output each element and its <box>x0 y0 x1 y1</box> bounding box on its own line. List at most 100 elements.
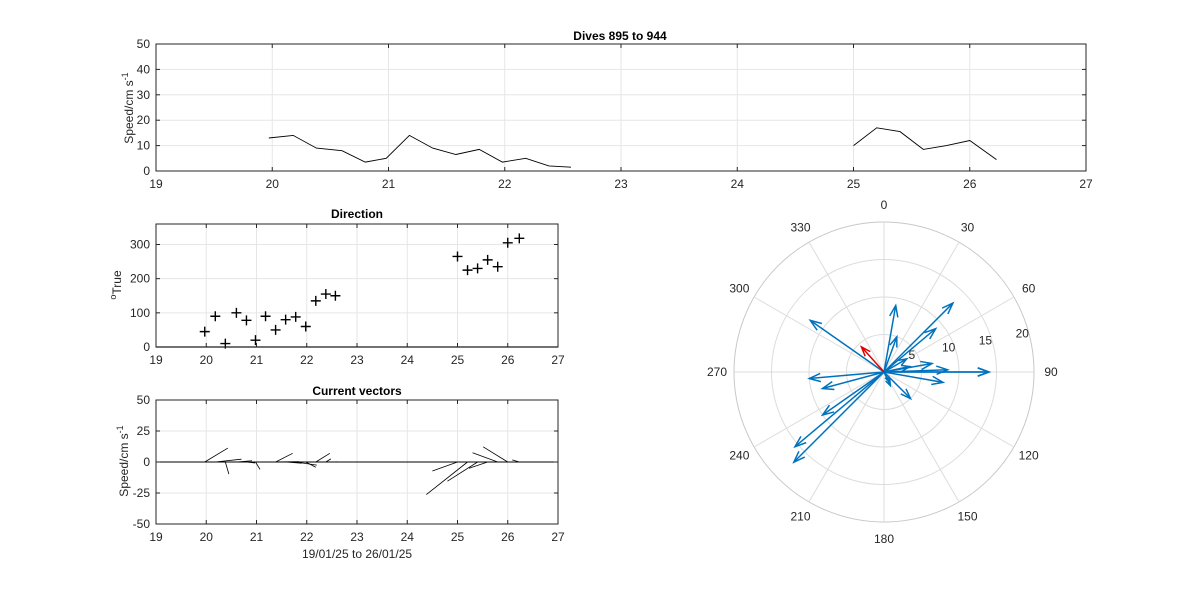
y-tick-label: 20 <box>137 113 151 127</box>
polar-angle-label: 150 <box>957 510 977 524</box>
polar-angle-label: 330 <box>790 220 810 234</box>
x-tick-label: 24 <box>731 177 745 191</box>
compass-panel: 0 30 60 90 120 150 180 210 240 270 300 330 5 10 15 20 <box>707 198 1058 546</box>
x-tick-label: 19 <box>149 530 163 544</box>
direction-point <box>330 290 341 301</box>
polar-radius-label: 15 <box>979 334 993 348</box>
x-tick-label: 26 <box>501 530 515 544</box>
current-vector <box>472 452 498 463</box>
direction-panel-grid <box>155 224 559 348</box>
compass-arrow <box>883 358 908 373</box>
x-tick-label: 19 <box>149 177 163 191</box>
compass-arrow <box>860 346 885 373</box>
x-tick-label: 20 <box>266 177 280 191</box>
compass-arrow-head <box>859 345 871 357</box>
direction-point <box>290 311 301 322</box>
y-tick-label: -25 <box>133 486 151 500</box>
compass-arrow-head <box>884 375 891 384</box>
compass-arrow <box>883 302 954 373</box>
y-tick-label: 40 <box>137 62 151 76</box>
x-tick-label: 23 <box>350 353 364 367</box>
direction-point <box>250 335 261 346</box>
compass-arrow <box>809 371 885 380</box>
compass-arrow <box>822 371 885 416</box>
compass-arrow <box>883 362 933 373</box>
x-tick-label: 24 <box>401 530 415 544</box>
x-tick-label: 24 <box>401 353 415 367</box>
y-tick-label: 0 <box>143 340 150 354</box>
polar-angle-label: 90 <box>1044 365 1058 379</box>
polar-angle-label: 240 <box>729 449 749 463</box>
compass-arrow-head <box>898 357 909 367</box>
current-vector <box>295 461 317 466</box>
compass-arrow-head <box>941 301 955 315</box>
compass-arrow-head <box>977 367 992 377</box>
compass-arrow <box>883 369 948 373</box>
current-vector <box>325 458 332 463</box>
speed-series-line <box>268 134 572 168</box>
speed-series-line <box>853 127 997 160</box>
direction-panel-ticks: 19 20 21 22 23 24 25 26 27 0 100 200 300 <box>130 224 565 367</box>
compass-panel-arrows <box>792 301 992 464</box>
direction-point <box>502 237 513 248</box>
x-tick-label: 27 <box>551 353 565 367</box>
polar-spoke <box>753 296 885 373</box>
direction-point <box>260 311 271 322</box>
y-tick-label: 50 <box>137 393 151 407</box>
x-tick-label: 25 <box>451 530 465 544</box>
polar-spoke <box>753 371 885 448</box>
compass-arrow <box>809 319 885 373</box>
x-tick-label: 21 <box>250 353 264 367</box>
polar-spoke <box>808 371 885 503</box>
current-vector <box>426 461 468 495</box>
current-vector <box>204 447 229 463</box>
direction-point <box>270 324 281 335</box>
y-tick-label: 200 <box>130 272 150 286</box>
compass-arrow-head <box>900 388 913 401</box>
direction-panel-title: Direction <box>331 207 383 221</box>
vectors-panel: 19 20 21 22 23 24 25 26 27 -50 -25 0 25 50 Current ve… <box>115 384 565 561</box>
vectors-panel-ticks: 19 20 21 22 23 24 25 26 27 -50 -25 0 25 50 <box>133 393 565 544</box>
current-vector <box>255 461 261 470</box>
compass-arrow-head <box>889 334 898 348</box>
current-vector <box>236 460 253 463</box>
speed-panel-ticks: 19 20 21 22 23 24 25 26 27 0 10 20 30 40 50 <box>137 37 1093 191</box>
direction-point <box>300 321 311 332</box>
current-vector <box>305 461 316 468</box>
polar-radius-label: 10 <box>942 341 956 355</box>
polar-angle-label: 60 <box>1022 282 1036 296</box>
speed-panel: 19 20 21 22 23 24 25 26 27 0 10 20 30 40 50 Dives 895 … <box>120 29 1093 191</box>
polar-spoke <box>808 241 885 373</box>
vectors-panel-title: Current vectors <box>312 384 402 398</box>
compass-arrow <box>794 371 885 448</box>
current-vector <box>512 459 520 463</box>
direction-point <box>280 314 291 325</box>
compass-arrow-head <box>924 327 938 340</box>
x-tick-label: 21 <box>382 177 396 191</box>
vectors-panel-xlabel: 19/01/25 to 26/01/25 <box>302 547 412 561</box>
y-tick-label: 25 <box>137 424 151 438</box>
x-tick-label: 27 <box>551 530 565 544</box>
speed-panel-series <box>268 127 997 168</box>
polar-radius-label: 5 <box>908 348 915 362</box>
current-vector <box>482 446 508 463</box>
direction-panel-ylabel: oTrue <box>108 270 124 300</box>
polar-spoke <box>883 371 960 503</box>
x-tick-label: 21 <box>250 530 264 544</box>
x-tick-label: 22 <box>300 530 314 544</box>
x-tick-label: 23 <box>614 177 628 191</box>
polar-spoke <box>883 371 1015 448</box>
speed-panel-grid <box>155 43 1087 172</box>
x-tick-label: 22 <box>498 177 512 191</box>
compass-arrow-head <box>936 365 950 375</box>
direction-panel: 19 20 21 22 23 24 25 26 27 0 100 200 300 Direction o… <box>108 207 565 367</box>
compass-arrow <box>883 305 897 373</box>
y-tick-label: 10 <box>137 139 151 153</box>
compass-arrow <box>883 371 944 384</box>
direction-point <box>462 265 473 276</box>
x-tick-label: 25 <box>847 177 861 191</box>
compass-arrow-head <box>820 404 835 417</box>
x-tick-label: 20 <box>200 530 214 544</box>
x-tick-label: 26 <box>963 177 977 191</box>
